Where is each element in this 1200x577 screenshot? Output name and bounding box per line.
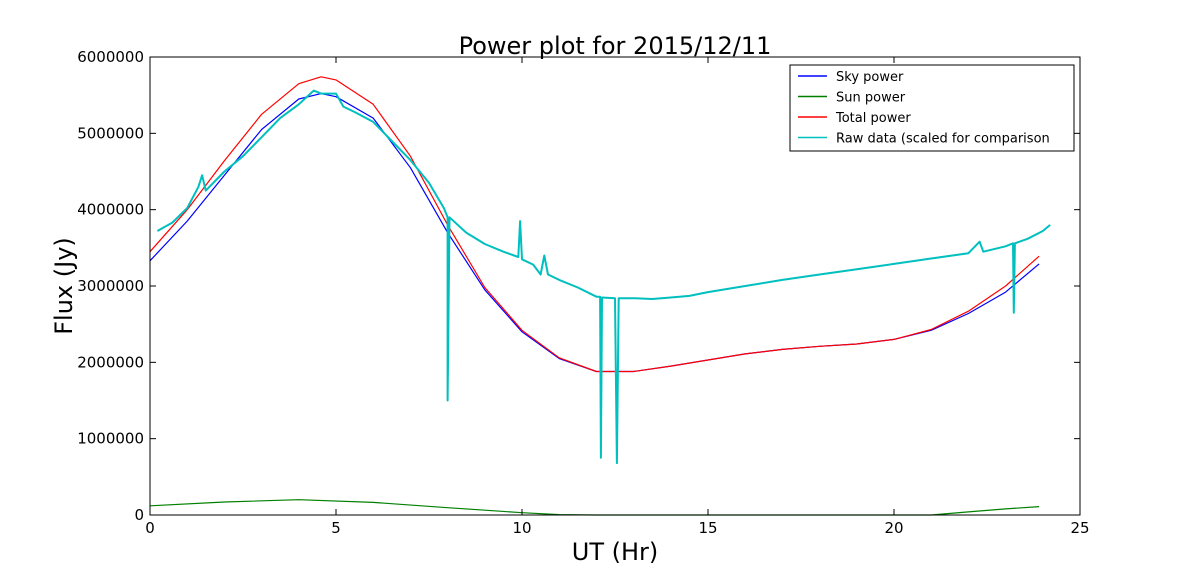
legend-label: Sun power xyxy=(836,91,906,106)
x-axis-label: UT (Hr) xyxy=(572,538,659,566)
y-tick-label: 1000000 xyxy=(77,430,144,448)
series-line-3 xyxy=(156,89,1051,465)
legend-label: Sky power xyxy=(836,70,904,85)
x-tick-label: 20 xyxy=(884,519,903,537)
series-line-2 xyxy=(149,76,1040,373)
plot-area: 0 5 10 15 20 25 0 1000000 2000000 3000000 4000000 5… xyxy=(77,48,1089,537)
series-line-1 xyxy=(149,499,1040,516)
y-tick-label: 2000000 xyxy=(77,353,144,371)
x-tick-label: 15 xyxy=(698,519,717,537)
legend-box xyxy=(789,64,1075,152)
x-tick-label: 5 xyxy=(331,519,341,537)
y-tick-label: 5000000 xyxy=(77,124,144,142)
chart-title: Power plot for 2015/12/11 xyxy=(459,32,772,60)
x-tick-label: 0 xyxy=(145,519,155,537)
y-tick-label: 0 xyxy=(134,506,144,524)
x-tick-label: 10 xyxy=(512,519,531,537)
y-tick-label: 3000000 xyxy=(77,277,144,295)
legend-label: Raw data (scaled for comparison xyxy=(836,132,1050,147)
legend-label: Total power xyxy=(835,111,911,126)
legend: Sky power Sun power Total power Raw data (s… xyxy=(789,64,1075,152)
y-tick-label: 4000000 xyxy=(77,201,144,219)
y-axis-label: Flux (Jy) xyxy=(50,237,78,335)
y-tick-label: 6000000 xyxy=(77,48,144,66)
x-tick-label: 25 xyxy=(1070,519,1089,537)
